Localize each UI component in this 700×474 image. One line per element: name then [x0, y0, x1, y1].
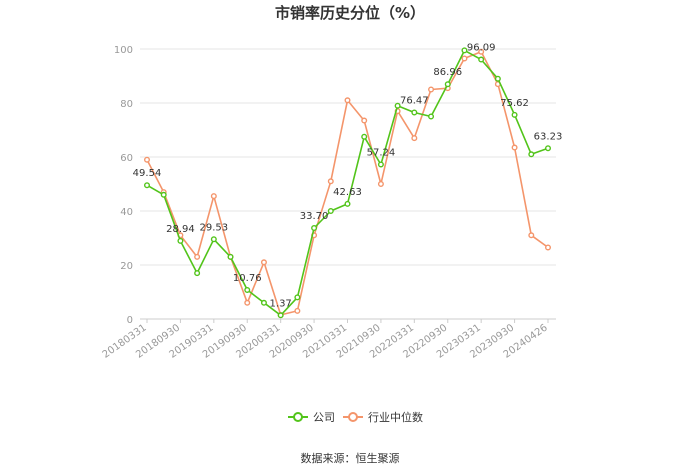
data-point[interactable] [160, 191, 167, 198]
data-point[interactable] [344, 97, 351, 104]
x-axis: 2018033120180930201903312019093020200331… [101, 319, 550, 361]
data-label: 86.96 [433, 67, 462, 78]
data-point[interactable] [210, 236, 217, 243]
data-label: 10.76 [233, 273, 262, 284]
legend-label-company: 公司 [313, 411, 335, 424]
data-point[interactable] [344, 200, 351, 207]
data-label: 28.94 [166, 224, 195, 235]
data-label: 63.23 [534, 131, 563, 142]
data-point[interactable] [511, 111, 518, 118]
data-label: 96.09 [467, 43, 496, 54]
data-point[interactable] [478, 56, 485, 63]
data-label: 75.62 [500, 98, 529, 109]
data-point[interactable] [227, 253, 234, 260]
data-point[interactable] [545, 145, 552, 152]
data-point[interactable] [528, 151, 535, 158]
data-point[interactable] [494, 75, 501, 82]
data-point[interactable] [294, 294, 301, 301]
series-layer [143, 47, 552, 319]
y-tick-label: 100 [114, 45, 133, 56]
data-point[interactable] [210, 193, 217, 200]
data-point[interactable] [377, 161, 384, 168]
data-point[interactable] [394, 102, 401, 109]
chart-title: 市销率历史分位（%） [275, 4, 425, 22]
data-point[interactable] [511, 144, 518, 151]
data-point[interactable] [528, 232, 535, 239]
data-label: 49.54 [133, 168, 162, 179]
data-point[interactable] [244, 299, 251, 306]
legend-item-company[interactable]: 公司 [288, 411, 335, 424]
data-label: 29.53 [200, 222, 229, 233]
data-point[interactable] [143, 156, 150, 163]
legend: 公司 行业中位数 [288, 410, 423, 424]
data-label: 76.47 [400, 96, 429, 107]
data-point[interactable] [411, 109, 418, 116]
data-point[interactable] [194, 270, 201, 277]
data-point[interactable] [260, 299, 267, 306]
legend-label-industry-median: 行业中位数 [368, 410, 423, 424]
y-tick-label: 40 [120, 207, 133, 218]
legend-item-industry-median[interactable]: 行业中位数 [343, 410, 423, 424]
data-point[interactable] [311, 225, 318, 232]
y-tick-label: 80 [120, 99, 133, 110]
y-axis: 0 20 40 60 80 100 [114, 45, 133, 326]
data-point[interactable] [428, 86, 435, 93]
data-point[interactable] [277, 312, 284, 319]
data-point[interactable] [244, 286, 251, 293]
data-point[interactable] [444, 81, 451, 88]
data-label: 42.63 [333, 187, 362, 198]
data-point[interactable] [194, 253, 201, 260]
data-point[interactable] [545, 244, 552, 251]
data-point[interactable] [377, 180, 384, 187]
data-label: 33.70 [300, 211, 329, 222]
data-point[interactable] [361, 133, 368, 140]
source-text: 数据来源：恒生聚源 [301, 451, 400, 465]
data-point[interactable] [177, 237, 184, 244]
data-label: 57.24 [367, 147, 396, 158]
series-line-0 [146, 49, 549, 317]
data-point[interactable] [327, 207, 334, 214]
series-line-1 [146, 50, 549, 316]
data-point[interactable] [143, 182, 150, 189]
data-point[interactable] [461, 47, 468, 54]
y-tick-label: 60 [120, 153, 133, 164]
data-point[interactable] [327, 178, 334, 185]
data-point[interactable] [361, 117, 368, 124]
data-label: 1.37 [270, 298, 292, 309]
grid [140, 48, 556, 320]
y-tick-label: 0 [127, 315, 133, 326]
data-point[interactable] [478, 48, 485, 55]
data-point[interactable] [294, 307, 301, 314]
data-point[interactable] [260, 259, 267, 266]
y-tick-label: 20 [120, 261, 133, 272]
data-labels: 49.54 28.94 29.53 10.76 1.37 33.70 42.63 57.24 7… [133, 43, 563, 310]
data-point[interactable] [428, 113, 435, 120]
data-point[interactable] [411, 135, 418, 142]
data-point[interactable] [461, 55, 468, 62]
